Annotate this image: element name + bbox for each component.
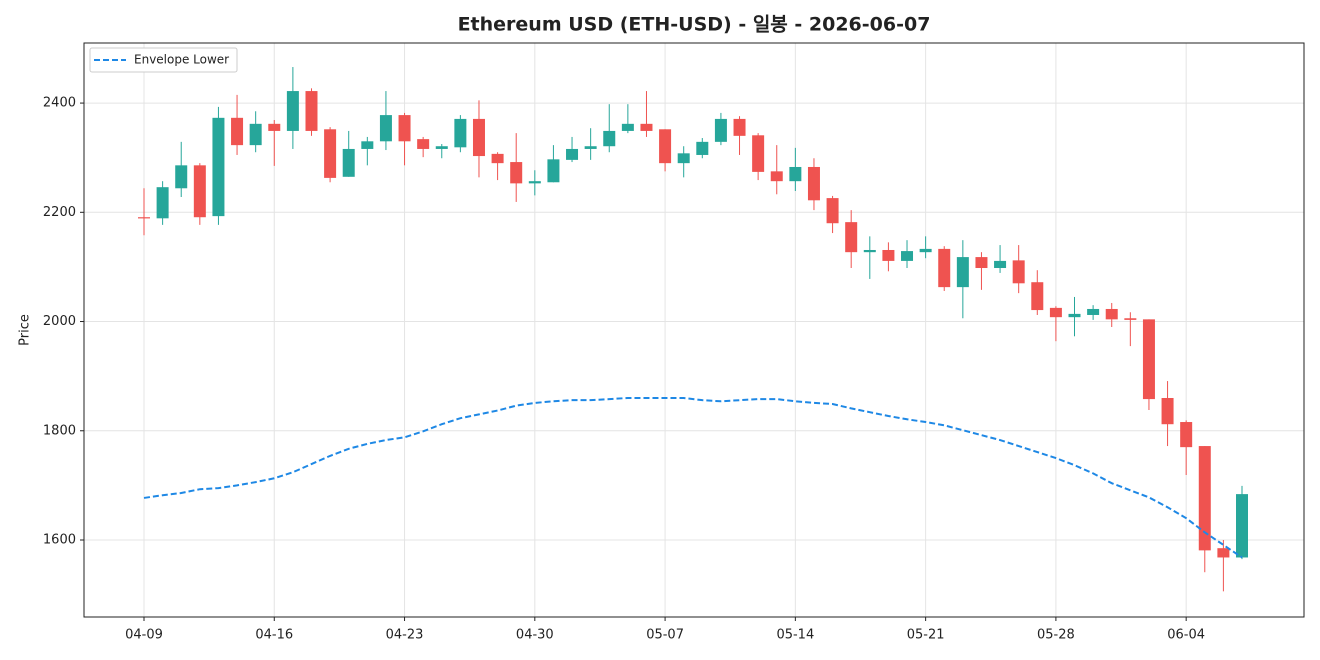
candle-body: [342, 148, 355, 177]
candle-body: [901, 251, 914, 261]
candle-body: [1031, 282, 1044, 311]
candle-body: [863, 249, 876, 253]
candle-body: [826, 198, 839, 224]
candle-body: [175, 165, 188, 189]
candle-body: [379, 115, 392, 142]
candle-body: [454, 118, 467, 148]
x-tick-label: 04-16: [255, 628, 293, 643]
candle-body: [994, 260, 1007, 269]
candle-body: [714, 118, 727, 142]
candle-body: [491, 153, 504, 164]
candle-body: [807, 166, 820, 201]
legend-box: [89, 47, 238, 73]
candle-body: [212, 117, 225, 217]
x-tick-label: 04-23: [386, 628, 424, 643]
line-series: [143, 396, 1243, 559]
candle-body: [1087, 308, 1100, 315]
candle-body: [789, 166, 802, 182]
candle-body: [398, 115, 411, 142]
candle-body: [1012, 260, 1025, 284]
candle-body: [249, 123, 262, 146]
candle-body: [956, 257, 969, 288]
candle-body: [1217, 548, 1230, 558]
x-tick-label: 05-07: [646, 628, 684, 643]
chart-title: Ethereum USD (ETH-USD) - 일봉 - 2026-06-07: [458, 14, 931, 36]
candle-body: [882, 249, 895, 261]
candle-body: [417, 139, 430, 149]
candle-body: [1236, 494, 1248, 558]
y-axis-label: Price: [18, 314, 33, 346]
candle-body: [1049, 307, 1062, 318]
candle-body: [1068, 313, 1081, 318]
candle-body: [975, 257, 988, 269]
x-tick-label: 04-09: [125, 628, 163, 643]
candle-body: [1142, 319, 1155, 400]
candle-body: [566, 148, 579, 160]
x-tick-label: 05-21: [907, 628, 945, 643]
plot-frame: [83, 42, 1305, 618]
candle-body: [138, 217, 150, 219]
candle-body: [193, 165, 206, 218]
candle-body: [659, 129, 672, 164]
candle-body: [1198, 446, 1211, 551]
candle-body: [752, 135, 765, 172]
candle-body: [305, 91, 318, 131]
candle-body: [696, 141, 709, 155]
candle-body: [640, 123, 653, 131]
candle-body: [156, 187, 169, 219]
candle-body: [435, 146, 448, 149]
candle-body: [286, 91, 299, 131]
candle-body: [919, 248, 932, 253]
candle-body: [603, 130, 616, 147]
candle-body: [677, 153, 690, 164]
candle-body: [621, 123, 634, 131]
candle-body: [1124, 318, 1137, 320]
candle-body: [770, 171, 783, 182]
candle-body: [528, 181, 541, 184]
candle-body: [324, 129, 337, 178]
candle-body: [231, 117, 244, 146]
candle-body: [361, 141, 374, 149]
y-tick-label: 2000: [43, 314, 76, 329]
legend-label: Envelope Lower: [134, 53, 229, 67]
y-tick-label: 1600: [43, 532, 76, 547]
candle-body: [733, 118, 746, 136]
candle-body: [472, 118, 485, 157]
y-tick-label: 2400: [43, 96, 76, 111]
candle-body: [547, 159, 560, 183]
candle-body: [268, 123, 281, 131]
candle-body: [1161, 397, 1174, 425]
candle-body: [510, 162, 523, 184]
x-tick-label: 04-30: [516, 628, 554, 643]
candle-body: [1180, 422, 1193, 448]
y-tick-label: 2200: [43, 205, 76, 220]
y-tick-label: 1800: [43, 423, 76, 438]
candle-body: [584, 146, 597, 149]
candle-body: [938, 248, 951, 288]
candle-body: [845, 222, 858, 253]
x-tick-label: 05-14: [776, 628, 814, 643]
candle-body: [1105, 308, 1118, 320]
x-tick-label: 05-28: [1037, 628, 1075, 643]
x-tick-label: 06-04: [1167, 628, 1205, 643]
